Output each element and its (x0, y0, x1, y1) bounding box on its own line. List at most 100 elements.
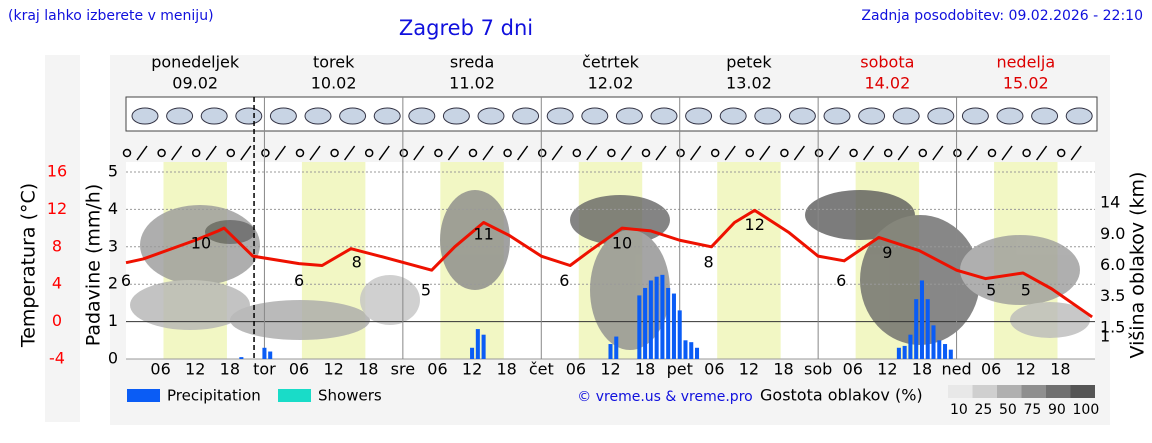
precip-bar (608, 344, 613, 359)
precip-bar (925, 299, 930, 359)
precip-bar (948, 349, 953, 359)
day-name: nedelja (996, 53, 1055, 72)
y2-tick-label: 3.5 (1100, 286, 1125, 305)
x-tick-label: 06 (566, 360, 586, 379)
temp-tick-label: 8 (52, 236, 62, 255)
cloud-axis-label: Višina oblakov (km) (1127, 172, 1149, 359)
x-tick-label: 06 (704, 360, 724, 379)
legend-label: Showers (318, 387, 382, 405)
x-tick-label: 12 (877, 360, 897, 379)
temp-label: 10 (191, 234, 211, 253)
temp-label: 12 (745, 215, 765, 234)
wind-calm (295, 148, 305, 158)
precip-bar (268, 351, 273, 359)
wind-barb (897, 145, 909, 161)
temp-label: 11 (473, 224, 493, 243)
wind-barb (136, 145, 148, 161)
day-name: sreda (450, 53, 494, 72)
y-tick-label: 2 (108, 274, 118, 293)
cloud-icon (858, 107, 886, 125)
wind-barb (1070, 145, 1082, 161)
wind-barb (759, 145, 771, 161)
day-name: sobota (860, 53, 914, 72)
precip-bar (654, 276, 659, 359)
cloud-icon (512, 107, 540, 125)
wind-calm (191, 148, 201, 158)
day-name: ponedeljek (151, 53, 240, 72)
cloud-swatch (1021, 385, 1046, 398)
x-tick-label: sre (391, 360, 415, 379)
legend-swatch (127, 389, 160, 402)
cloud-icon (927, 107, 955, 125)
cloud-icon (235, 107, 263, 125)
wind-calm (399, 148, 409, 158)
x-tick-label: 18 (912, 360, 932, 379)
wind-calm (780, 148, 789, 158)
precip-bar (648, 280, 653, 359)
precip-bar (902, 345, 907, 359)
wind-barb (274, 145, 287, 161)
precip-bar (677, 310, 682, 359)
precip-bar (943, 344, 948, 359)
precip-bar (931, 325, 936, 359)
wind-calm (226, 148, 236, 158)
temp-label: 6 (121, 271, 131, 290)
cloud-icon (823, 107, 851, 125)
cloud-icon (788, 107, 816, 125)
y-tick-label: 3 (108, 236, 118, 255)
wind-calm (849, 148, 858, 158)
temp-label: 5 (1021, 280, 1031, 299)
wind-calm (572, 148, 582, 158)
wind-calm (261, 148, 270, 158)
cloud-icon (961, 107, 989, 125)
wind-barb (378, 145, 390, 161)
day-name: torek (313, 53, 355, 72)
cloud-tick: 75 (1024, 402, 1042, 418)
precip-bar (614, 336, 619, 359)
x-tick-label: 18 (1050, 360, 1070, 379)
precip-bar (914, 299, 919, 359)
day-name: četrtek (582, 53, 640, 72)
temp-tick-label: -4 (49, 349, 65, 368)
day-date: 09.02 (172, 74, 218, 93)
temp-tick-label: 12 (47, 199, 67, 218)
y2-tick-label: 9.0 (1100, 224, 1125, 243)
x-tick-label: 06 (981, 360, 1001, 379)
cloud-tick: 100 (1073, 402, 1100, 418)
day-date: 11.02 (449, 74, 495, 93)
update-time: Zadnja posodobitev: 09.02.2026 - 22:10 (861, 8, 1143, 24)
day-date: 13.02 (726, 74, 772, 93)
x-tick-label: čet (529, 360, 554, 379)
cloud-tick: 10 (950, 402, 968, 418)
temp-tick-label: 16 (47, 162, 67, 181)
day-date: 14.02 (864, 74, 910, 93)
x-tick-label: 06 (150, 360, 170, 379)
wind-barb (1035, 145, 1048, 161)
cloud-icon (1031, 107, 1059, 125)
temp-label: 6 (294, 271, 304, 290)
x-tick-label: 06 (843, 360, 863, 379)
temp-label: 8 (352, 252, 362, 271)
wind-calm (1022, 148, 1031, 158)
wind-barb (482, 145, 494, 161)
precip-bar (470, 347, 475, 359)
wind-barb (586, 145, 598, 161)
day-date: 12.02 (588, 74, 634, 93)
wind-calm (364, 148, 374, 158)
cloud-swatch (972, 385, 997, 398)
wind-calm (814, 148, 824, 158)
wind-calm (157, 148, 166, 158)
x-tick-label: 12 (323, 360, 343, 379)
temp-label: 9 (882, 243, 892, 262)
wind-barb (793, 145, 806, 161)
y-tick-label: 0 (108, 349, 118, 368)
precip-bar (689, 342, 694, 359)
precip-bar (908, 334, 913, 359)
x-tick-label: tor (253, 360, 276, 379)
precip-bar (660, 274, 665, 359)
temp-tick-label: 4 (52, 274, 62, 293)
cloud-icon (166, 107, 194, 125)
x-tick-label: 12 (739, 360, 759, 379)
wind-calm (1056, 148, 1066, 158)
